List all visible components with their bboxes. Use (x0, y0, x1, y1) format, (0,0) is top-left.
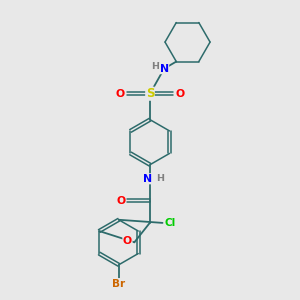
Text: O: O (176, 89, 185, 99)
Text: S: S (146, 87, 154, 100)
Text: Br: Br (112, 279, 125, 289)
Text: N: N (160, 64, 169, 74)
Text: H: H (156, 174, 164, 183)
Text: Cl: Cl (165, 218, 176, 228)
Text: O: O (115, 89, 124, 99)
Text: N: N (143, 174, 152, 184)
Text: H: H (151, 62, 159, 71)
Text: O: O (116, 196, 125, 206)
Text: O: O (123, 236, 132, 246)
